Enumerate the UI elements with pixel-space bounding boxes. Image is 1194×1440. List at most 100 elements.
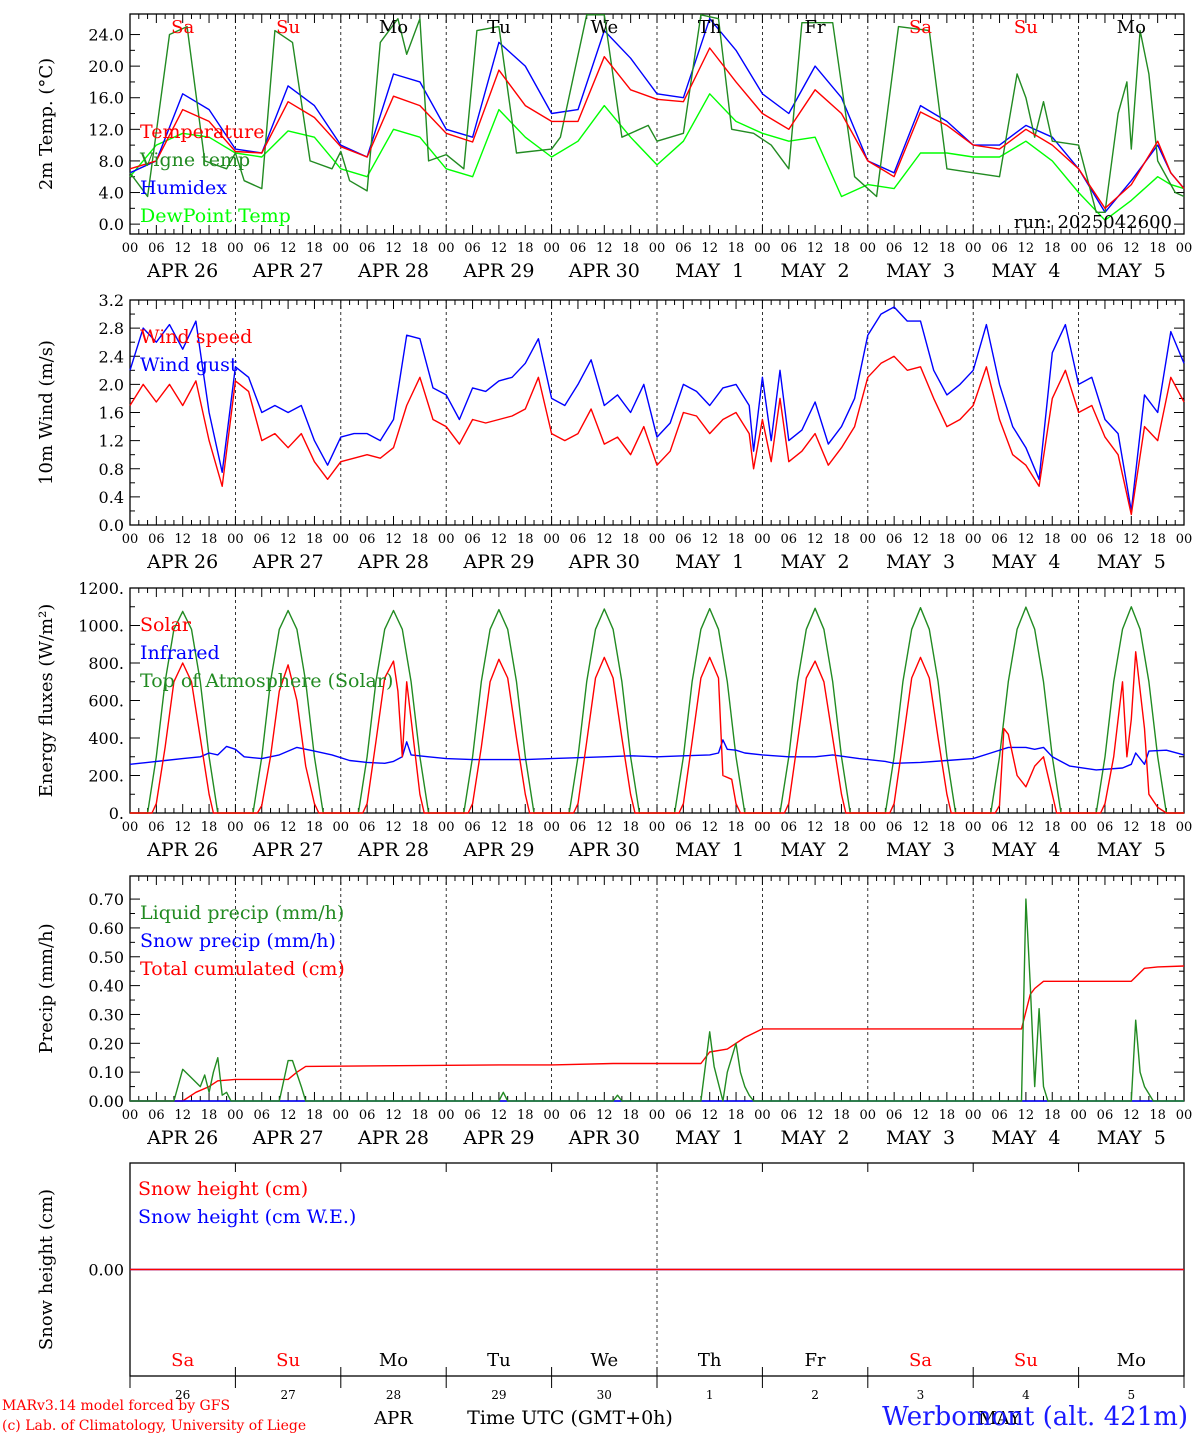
date-label: APR 30 bbox=[568, 551, 640, 573]
hour-label: 00 bbox=[122, 820, 139, 835]
hour-label: 18 bbox=[201, 241, 218, 256]
hour-label: 12 bbox=[385, 532, 402, 547]
hour-label: 18 bbox=[517, 532, 534, 547]
hour-label: 12 bbox=[807, 241, 824, 256]
hour-label: 12 bbox=[280, 820, 297, 835]
hour-label: 12 bbox=[596, 532, 613, 547]
hour-label: 06 bbox=[780, 532, 797, 547]
hour-label: 12 bbox=[280, 1108, 297, 1123]
date-label: MAY 2 bbox=[781, 551, 850, 573]
date-label: MAY 2 bbox=[781, 1127, 850, 1149]
hour-label: 18 bbox=[201, 532, 218, 547]
hour-label: 00 bbox=[543, 532, 560, 547]
hour-label: 12 bbox=[174, 532, 191, 547]
date-label: MAY 3 bbox=[886, 551, 955, 573]
hour-label: 06 bbox=[991, 532, 1008, 547]
hour-label: 00 bbox=[860, 1108, 877, 1123]
hour-label: 00 bbox=[1070, 532, 1087, 547]
day-number: 28 bbox=[386, 1388, 401, 1402]
hour-label: 00 bbox=[333, 241, 350, 256]
date-label: MAY 4 bbox=[991, 839, 1060, 861]
hour-label: 06 bbox=[148, 241, 165, 256]
hour-label: 06 bbox=[886, 820, 903, 835]
run-label: run: 2025042600 bbox=[1014, 212, 1172, 233]
weekday-label: Tu bbox=[487, 17, 511, 38]
date-label: APR 28 bbox=[357, 839, 429, 861]
legend-entry: Wind gust bbox=[140, 354, 238, 376]
hour-label: 00 bbox=[860, 241, 877, 256]
date-label: MAY 4 bbox=[991, 1127, 1060, 1149]
hour-label: 06 bbox=[359, 532, 376, 547]
hour-label: 18 bbox=[412, 532, 429, 547]
hour-label: 06 bbox=[886, 532, 903, 547]
hour-label: 18 bbox=[517, 820, 534, 835]
hour-label: 00 bbox=[1176, 1108, 1193, 1123]
hour-label: 12 bbox=[1123, 820, 1140, 835]
hour-label: 06 bbox=[148, 1108, 165, 1123]
hour-label: 06 bbox=[991, 241, 1008, 256]
y-tick-label: 0.50 bbox=[88, 948, 124, 967]
day-number: 4 bbox=[1022, 1388, 1030, 1402]
hour-label: 12 bbox=[1018, 241, 1035, 256]
date-label: APR 26 bbox=[146, 260, 218, 282]
y-tick-label: 0. bbox=[109, 804, 124, 823]
hour-label: 12 bbox=[912, 532, 929, 547]
date-label: APR 29 bbox=[462, 839, 534, 861]
model-credit: MARv3.14 model forced by GFS bbox=[2, 1398, 231, 1414]
date-label: APR 27 bbox=[252, 839, 324, 861]
hour-label: 00 bbox=[860, 820, 877, 835]
y-tick-label: 0.40 bbox=[88, 977, 124, 996]
hour-label: 00 bbox=[543, 820, 560, 835]
date-label: MAY 3 bbox=[886, 260, 955, 282]
hour-label: 00 bbox=[122, 532, 139, 547]
hour-label: 18 bbox=[728, 532, 745, 547]
weekday-label: Fr bbox=[805, 17, 826, 38]
hour-label: 00 bbox=[543, 1108, 560, 1123]
date-label: MAY 1 bbox=[675, 839, 744, 861]
hour-label: 12 bbox=[174, 241, 191, 256]
y-axis-label: 2m Temp. (°C) bbox=[36, 58, 57, 190]
hour-label: 00 bbox=[227, 532, 244, 547]
hour-label: 12 bbox=[596, 241, 613, 256]
hour-label: 00 bbox=[227, 241, 244, 256]
hour-label: 00 bbox=[649, 241, 666, 256]
hour-label: 00 bbox=[1070, 241, 1087, 256]
lab-credit: (c) Lab. of Climatology, University of L… bbox=[2, 1418, 307, 1434]
hour-label: 00 bbox=[965, 1108, 982, 1123]
hour-label: 06 bbox=[886, 241, 903, 256]
hour-label: 00 bbox=[122, 241, 139, 256]
date-label: APR 30 bbox=[568, 260, 640, 282]
y-tick-label: 0.20 bbox=[88, 1034, 124, 1053]
hour-label: 18 bbox=[833, 820, 850, 835]
hour-label: 06 bbox=[780, 241, 797, 256]
date-label: APR 26 bbox=[146, 551, 218, 573]
hour-label: 00 bbox=[860, 532, 877, 547]
hour-label: 00 bbox=[649, 820, 666, 835]
hour-label: 00 bbox=[543, 241, 560, 256]
weekday-label: Th bbox=[698, 17, 722, 38]
y-tick-label: 0.60 bbox=[88, 919, 124, 938]
weekday-label: Sa bbox=[171, 17, 194, 38]
weekday-label: Su bbox=[1014, 17, 1038, 38]
legend-entry: Wind speed bbox=[140, 326, 252, 348]
hour-label: 18 bbox=[622, 1108, 639, 1123]
date-label: APR 28 bbox=[357, 260, 429, 282]
hour-label: 18 bbox=[306, 241, 323, 256]
y-tick-label: 3.2 bbox=[99, 291, 124, 310]
y-tick-label: 1000. bbox=[78, 617, 124, 636]
hour-label: 00 bbox=[438, 241, 455, 256]
legend-entry: DewPoint Temp bbox=[140, 205, 291, 227]
hour-label: 18 bbox=[833, 532, 850, 547]
hour-label: 18 bbox=[201, 820, 218, 835]
hour-label: 12 bbox=[701, 532, 718, 547]
hour-label: 12 bbox=[807, 1108, 824, 1123]
hour-label: 18 bbox=[201, 1108, 218, 1123]
hour-label: 18 bbox=[412, 241, 429, 256]
hour-label: 00 bbox=[965, 532, 982, 547]
day-number: 3 bbox=[917, 1388, 925, 1402]
hour-label: 18 bbox=[412, 820, 429, 835]
panel-energy: 0. 200. 400. 600. 800. 1000. 1200. Energy fluxe… bbox=[36, 579, 1192, 861]
hour-label: 06 bbox=[675, 1108, 692, 1123]
hour-label: 06 bbox=[253, 532, 270, 547]
weekday-label: We bbox=[590, 17, 618, 38]
